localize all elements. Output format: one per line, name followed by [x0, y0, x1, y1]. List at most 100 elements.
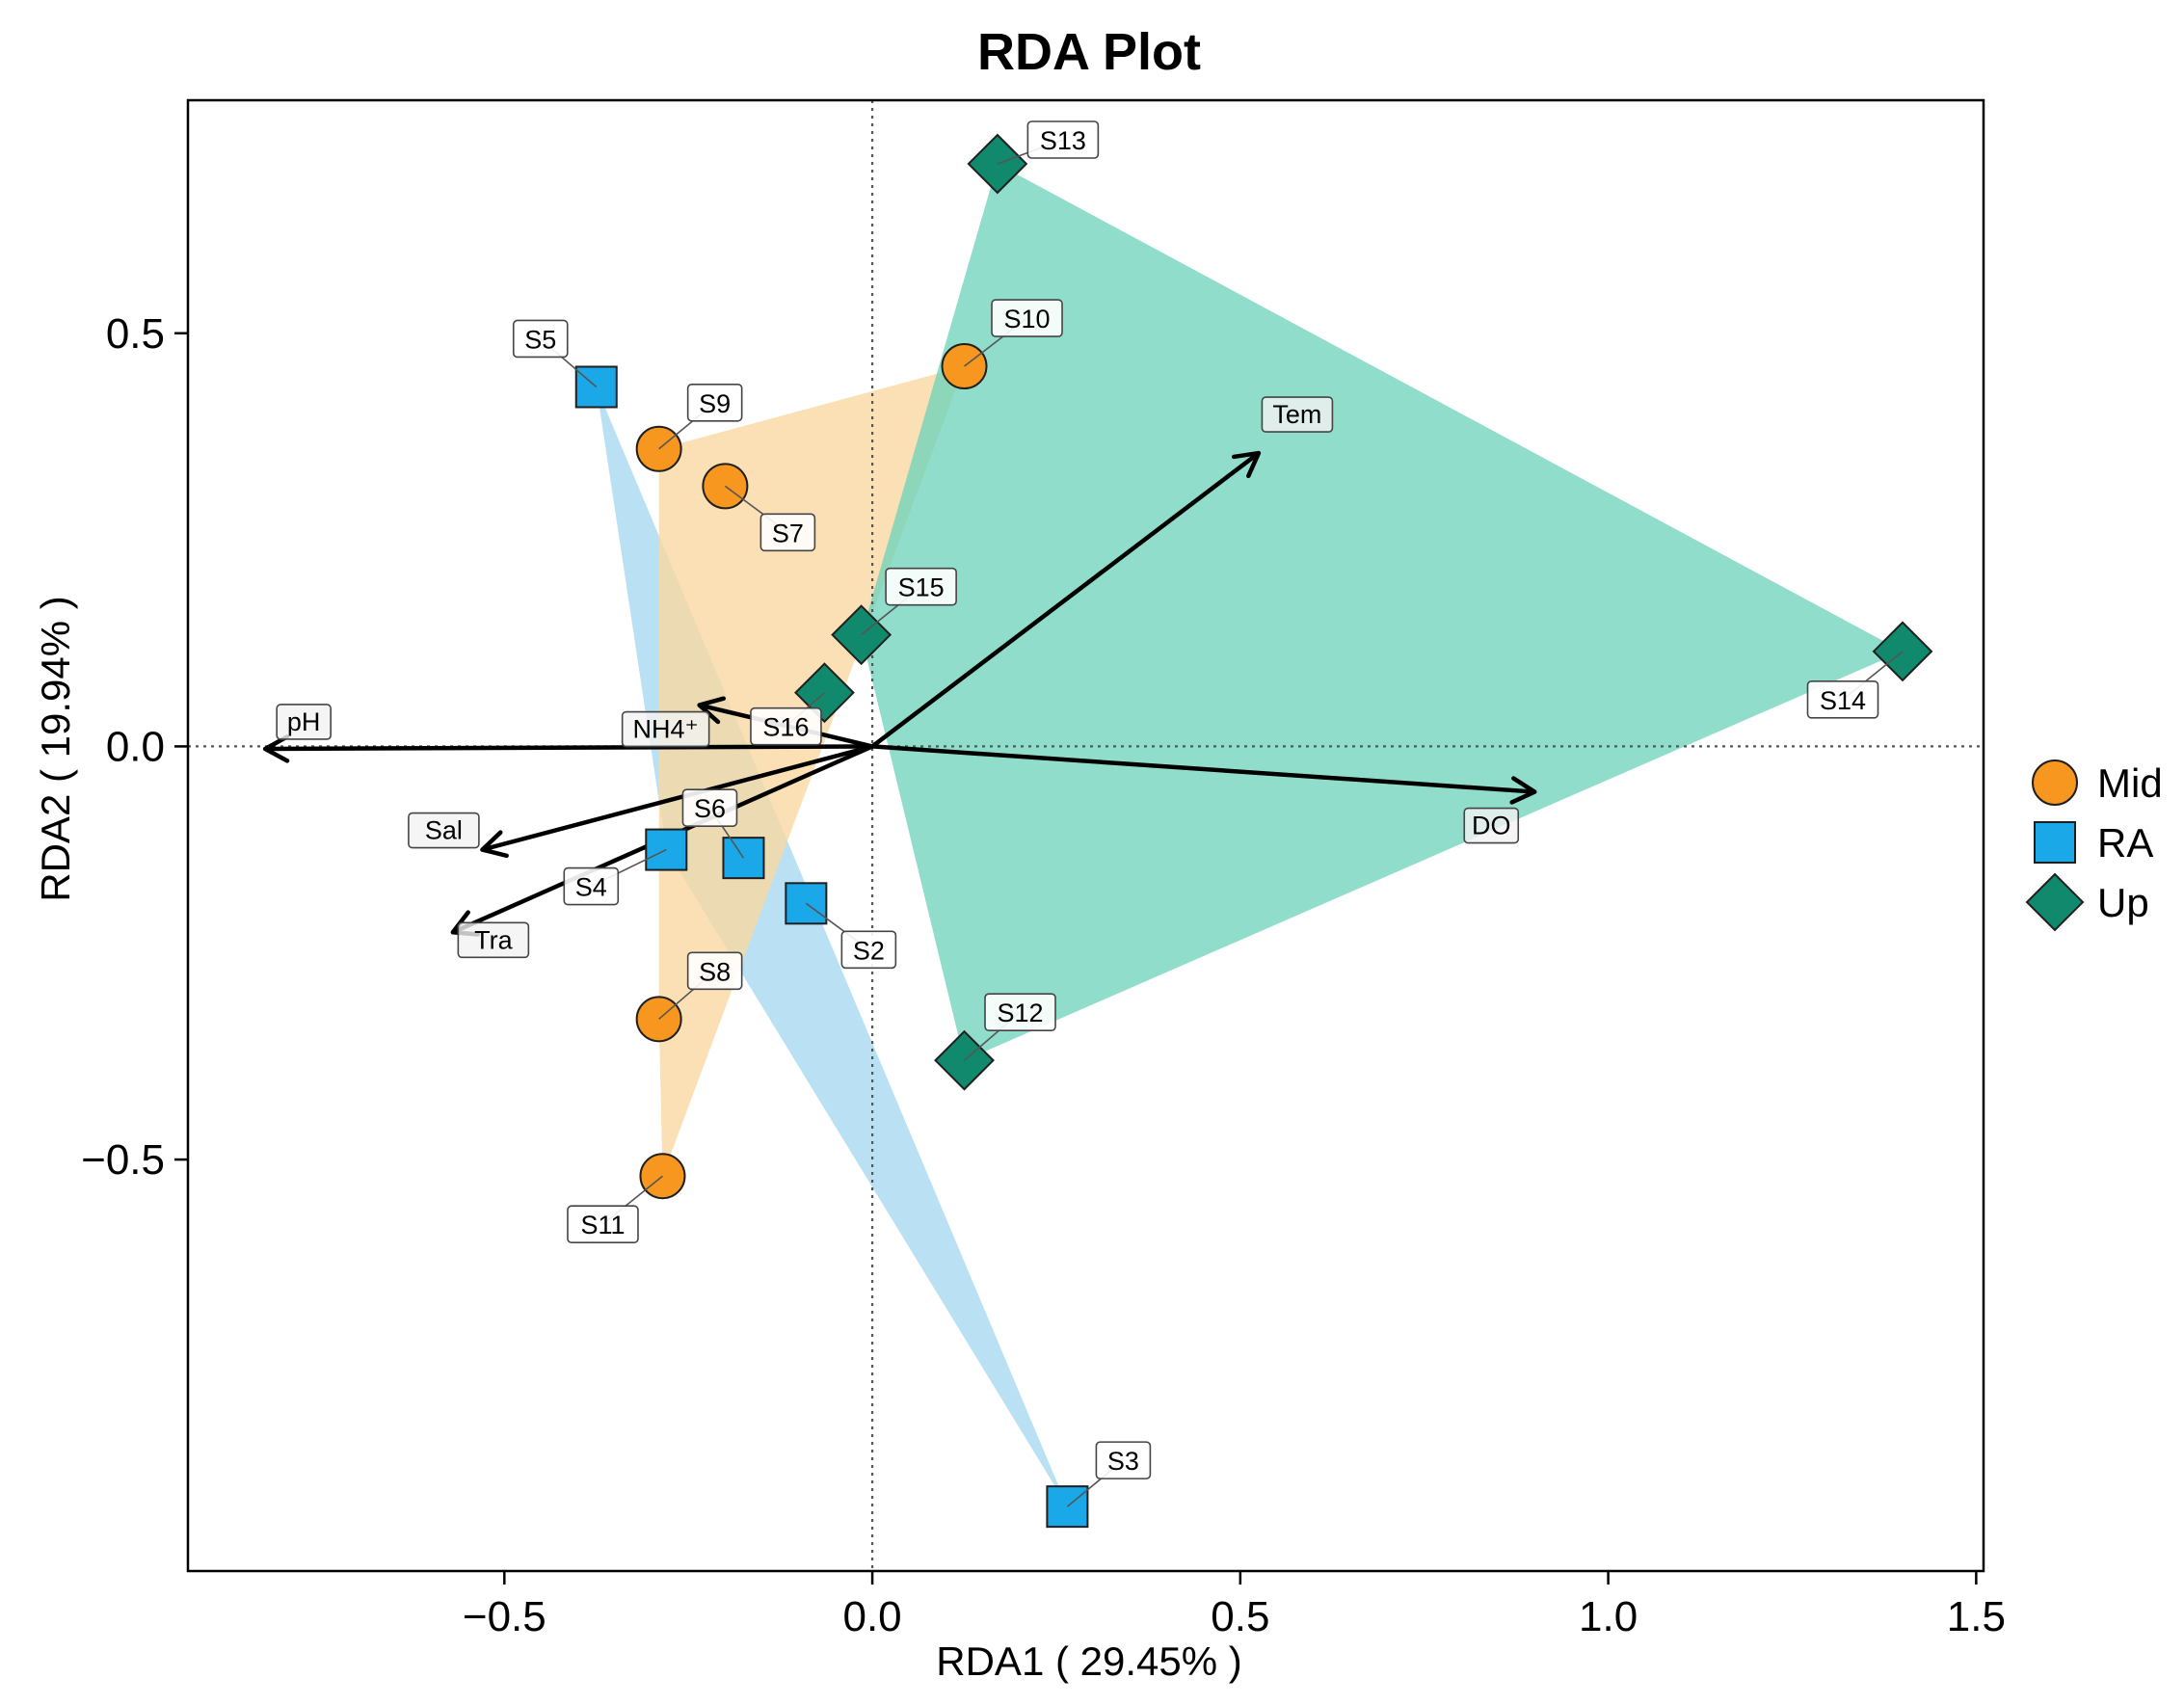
x-tick-label: −0.5 [463, 1593, 546, 1640]
x-axis-label: RDA1 ( 29.45% ) [936, 1638, 1241, 1684]
sample-label-s8: S8 [658, 951, 743, 1020]
vector-arrowhead-ph [262, 734, 290, 763]
env-label-tem: Tem [1261, 396, 1334, 433]
sample-label-box [1806, 680, 1879, 719]
legend-item-up: Up [2025, 872, 2149, 932]
vector-do [871, 744, 1535, 794]
sample-label-text: S7 [772, 519, 804, 547]
env-label-nh4: NH4⁺ [621, 710, 710, 748]
sample-label-box [512, 319, 569, 359]
legend-key-diamond [2025, 872, 2085, 932]
sample-label-box [681, 788, 738, 827]
env-label-box [621, 710, 710, 748]
env-label-box [1463, 807, 1520, 844]
hull-up [861, 164, 1903, 1061]
y-tick-label: −0.5 [81, 1136, 165, 1184]
sample-label-s6: S6 [681, 788, 745, 859]
sample-label-box [759, 513, 816, 552]
sample-markers [574, 133, 1933, 1529]
vector-arrowhead-nh4 [697, 696, 726, 725]
sample-label-text: S9 [699, 389, 731, 418]
chart-title: RDA Plot [977, 23, 1201, 81]
env-label-sal: Sal [408, 812, 480, 849]
legend-label: Up [2097, 880, 2149, 925]
legend-key-circle [2032, 759, 2078, 806]
sample-label-s7: S7 [724, 485, 816, 552]
sample-label-box [885, 567, 957, 606]
y-tick-label: 0.0 [106, 723, 165, 770]
sample-label-s13: S13 [997, 120, 1100, 165]
sample-labels: pH NH4⁺ Sal Tra Tem DO S2 S3 S4 S5 S6 S7 S8 S9 S10 S11 S… [276, 120, 1904, 1507]
sample-label-text: S12 [997, 999, 1043, 1027]
env-label-box [457, 921, 530, 959]
sample-label-box [1095, 1441, 1152, 1479]
sample-label-s3: S3 [1066, 1441, 1152, 1507]
env-label-text: pH [287, 707, 321, 736]
sample-label-text: S3 [1107, 1447, 1139, 1476]
sample-label-box [1026, 120, 1100, 159]
vector-tem [870, 451, 1261, 749]
env-label-text: Sal [425, 816, 463, 845]
env-label-do: DO [1463, 807, 1520, 844]
sample-label-s9: S9 [658, 383, 743, 450]
legend: Mid RA Up [2025, 759, 2163, 932]
sample-label-text: S14 [1820, 686, 1866, 715]
env-label-text: DO [1472, 812, 1511, 840]
env-label-box [408, 812, 480, 849]
vector-sal [481, 744, 873, 852]
plot-frame [186, 98, 1985, 1573]
sample-label-s14: S14 [1806, 651, 1904, 719]
vector-ph [265, 744, 873, 752]
sample-label-box [840, 930, 897, 970]
vector-arrowhead-sal [480, 830, 509, 859]
sample-label-s4: S4 [563, 848, 667, 906]
sample-label-s16: S16 [750, 692, 825, 746]
legend-item-mid: Mid [2032, 759, 2163, 806]
sample-label-box [991, 299, 1063, 337]
sample-label-text: S8 [699, 957, 731, 986]
legend-label: RA [2097, 820, 2153, 866]
sample-label-text: S13 [1040, 126, 1086, 155]
env-label-box [276, 704, 332, 740]
sample-label-text: S4 [575, 873, 607, 902]
sample-label-s12: S12 [963, 993, 1056, 1061]
vector-arrowhead-do [1509, 776, 1537, 805]
env-label-tra: Tra [457, 921, 530, 959]
x-tick-label: 1.0 [1579, 1593, 1638, 1640]
x-tick-label: 1.5 [1947, 1593, 2006, 1640]
sample-label-box [563, 866, 620, 906]
env-label-text: Tem [1272, 400, 1321, 429]
env-label-ph: pH [276, 704, 332, 740]
reference-lines [188, 100, 1984, 1571]
sample-label-box [686, 383, 743, 422]
sample-label-text: S10 [1003, 305, 1050, 333]
sample-label-text: S11 [580, 1211, 625, 1239]
sample-label-text: S16 [762, 713, 809, 742]
y-tick-label: 0.5 [106, 310, 165, 358]
sample-label-text: S15 [898, 573, 945, 602]
env-label-text: NH4⁺ [633, 715, 699, 744]
y-axis-label: RDA2 ( 19.94% ) [33, 596, 78, 901]
sample-label-text: S2 [853, 936, 885, 965]
group-hulls [596, 164, 1903, 1507]
plot-border [186, 98, 1985, 1573]
legend-key-square [2034, 821, 2076, 864]
sample-label-s5: S5 [512, 319, 598, 388]
sample-label-s10: S10 [964, 299, 1063, 367]
sample-label-s11: S11 [567, 1175, 663, 1244]
sample-label-box [567, 1205, 639, 1244]
sample-label-text: S6 [694, 794, 726, 823]
sample-label-text: S5 [524, 325, 556, 354]
sample-label-box [686, 951, 743, 991]
env-label-box [1261, 396, 1334, 433]
legend-item-ra: RA [2034, 820, 2153, 866]
axis-ticks: −0.5 0.0 0.5 1.0 1.5 0.5 0.0 −0.5 [81, 310, 2006, 1640]
vector-arrowhead-tem [1231, 450, 1262, 479]
sample-label-s15: S15 [861, 567, 957, 636]
sample-label-s2: S2 [805, 902, 897, 970]
sample-label-box [750, 706, 822, 746]
x-tick-label: 0.0 [842, 1593, 901, 1640]
legend-label: Mid [2097, 760, 2163, 806]
env-label-text: Tra [474, 925, 513, 954]
